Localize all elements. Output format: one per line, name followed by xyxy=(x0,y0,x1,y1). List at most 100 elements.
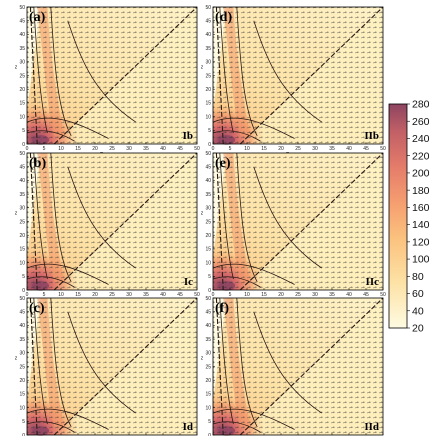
y-tick-label: 40 xyxy=(19,32,25,38)
y-tick-label: 50 xyxy=(205,151,211,157)
axis-boundary xyxy=(29,6,38,145)
x-tick-label: 45 xyxy=(363,292,369,298)
x-tick-label: 15 xyxy=(75,292,81,298)
x-tick-label: 20 xyxy=(278,292,284,298)
x-tick-label: 15 xyxy=(75,146,81,152)
y-tick-label: 20 xyxy=(205,378,211,384)
y-tick-label: 35 xyxy=(19,192,25,198)
x-tick-label: 45 xyxy=(177,292,183,298)
x-tick-label: 15 xyxy=(261,146,267,152)
y-tick-label: 5 xyxy=(208,128,211,134)
colorbar-tick-label: 120 xyxy=(412,236,430,248)
y-tick-label: 30 xyxy=(205,351,211,357)
y-tick-label: 50 xyxy=(19,5,25,11)
y-tick-label: 10 xyxy=(205,114,211,120)
contour-line xyxy=(212,408,295,430)
y-tick-label: 45 xyxy=(205,19,211,25)
contour-line xyxy=(212,263,295,285)
diagonal-boundary xyxy=(239,297,384,436)
colorbar-tick-label: 240 xyxy=(412,133,430,145)
y-tick-label: 5 xyxy=(208,274,211,280)
colorbar-tick-label: 140 xyxy=(412,219,430,231)
contour-line xyxy=(219,297,234,425)
y-tick-label: 0 xyxy=(22,433,25,436)
contour-line xyxy=(67,166,137,269)
contour-line xyxy=(219,6,234,134)
axis-boundary xyxy=(29,152,38,291)
colorbar-tick-label: 80 xyxy=(412,271,424,283)
y-tick-label: 15 xyxy=(19,247,25,253)
x-tick-label: 50 xyxy=(194,146,200,152)
x-tick-label: 30 xyxy=(312,146,318,152)
x-tick-label: 25 xyxy=(109,146,115,152)
y-tick-label: 0 xyxy=(208,288,211,294)
diagonal-boundary xyxy=(239,152,384,291)
contour-line xyxy=(67,311,137,414)
y-axis-label: z xyxy=(15,65,18,71)
x-tick-label: 20 xyxy=(92,292,98,298)
y-tick-label: 10 xyxy=(19,405,25,411)
y-axis-label: z xyxy=(15,211,18,217)
panel-label: (a) xyxy=(29,10,46,25)
axis-boundary xyxy=(215,6,224,145)
case-label: IIb xyxy=(364,130,379,142)
vector-field xyxy=(27,153,197,290)
colorbar-tick-label: 20 xyxy=(412,323,424,335)
vector-field xyxy=(27,7,197,144)
y-tick-label: 0 xyxy=(22,142,25,148)
y-tick-label: 15 xyxy=(205,101,211,107)
panel-label: (d) xyxy=(215,10,232,25)
y-tick-label: 25 xyxy=(205,364,211,370)
x-tick-label: 30 xyxy=(126,146,132,152)
y-tick-label: 10 xyxy=(19,260,25,266)
x-tick-label: 35 xyxy=(329,146,335,152)
y-tick-label: 0 xyxy=(22,288,25,294)
contour-line xyxy=(67,20,137,123)
y-tick-label: 25 xyxy=(205,219,211,225)
axis-boundary xyxy=(215,297,224,436)
y-tick-label: 30 xyxy=(205,60,211,66)
case-label: IIc xyxy=(366,276,380,288)
y-tick-label: 0 xyxy=(208,142,211,148)
x-tick-label: 10 xyxy=(244,292,250,298)
y-tick-label: 30 xyxy=(19,60,25,66)
y-tick-label: 50 xyxy=(19,151,25,157)
case-label: Ib xyxy=(183,130,193,142)
colorbar-tick-label: 40 xyxy=(412,305,424,317)
x-tick-label: 20 xyxy=(278,146,284,152)
y-tick-label: 20 xyxy=(19,87,25,93)
y-tick-label: 45 xyxy=(205,165,211,171)
y-axis-label: z xyxy=(15,356,18,362)
x-tick-label: 5 xyxy=(229,292,232,298)
y-tick-label: 40 xyxy=(205,32,211,38)
contour-line xyxy=(26,130,75,142)
contour-line xyxy=(212,130,261,142)
y-tick-label: 45 xyxy=(205,310,211,316)
y-tick-label: 20 xyxy=(205,87,211,93)
vector-field xyxy=(213,298,383,435)
x-tick-label: 50 xyxy=(194,292,200,298)
diagonal-boundary xyxy=(53,6,198,145)
x-tick-label: 25 xyxy=(295,146,301,152)
contour-line xyxy=(236,6,258,136)
x-tick-label: 5 xyxy=(229,146,232,152)
x-tick-label: 10 xyxy=(244,146,250,152)
colorbar-tick-label: 100 xyxy=(412,254,430,266)
y-tick-label: 30 xyxy=(19,351,25,357)
x-tick-label: 20 xyxy=(92,146,98,152)
contour-line xyxy=(212,421,261,433)
x-tick-label: 5 xyxy=(43,146,46,152)
contour-line xyxy=(253,20,323,123)
panel-label: (e) xyxy=(215,156,231,171)
contour-line xyxy=(33,297,48,425)
colorbar-tick-label: 180 xyxy=(412,185,430,197)
x-tick-label: 5 xyxy=(43,292,46,298)
x-tick-label: 35 xyxy=(143,146,149,152)
vector-field xyxy=(213,153,383,290)
contour-line xyxy=(33,152,48,280)
y-axis-label: z xyxy=(201,65,204,71)
